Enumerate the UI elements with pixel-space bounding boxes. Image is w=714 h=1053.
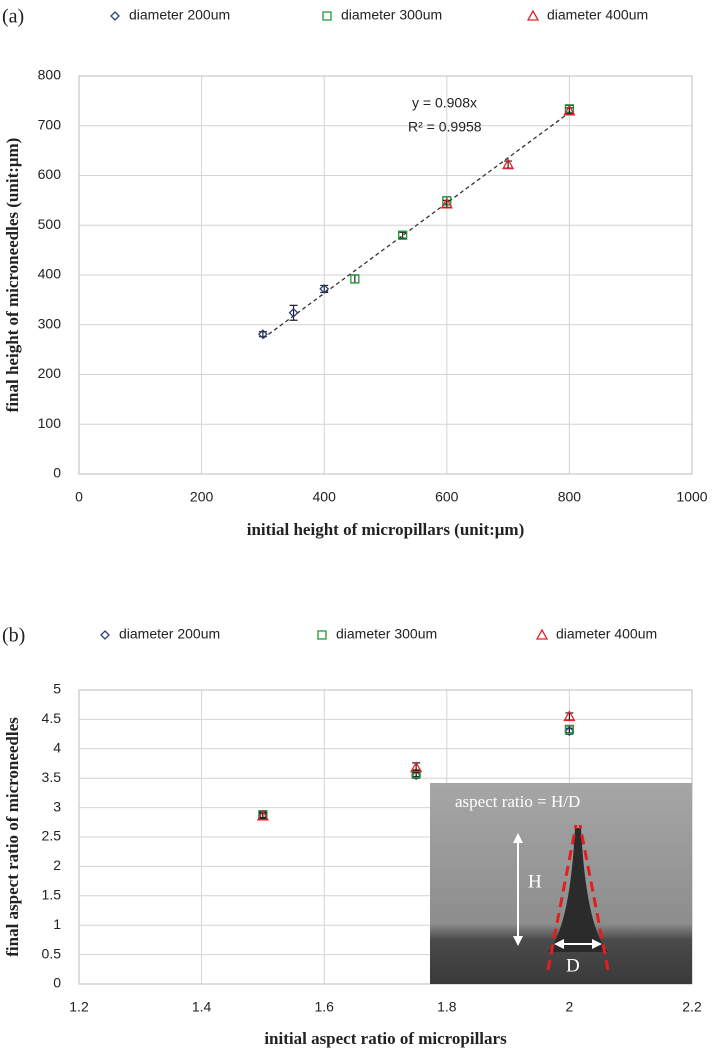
y-tick-label: 100: [38, 415, 62, 431]
y-tick-label: 400: [38, 266, 62, 282]
error-bar: [289, 304, 298, 321]
marker-diamond: [564, 726, 575, 737]
error-bar: [258, 812, 267, 820]
marker-square: [350, 274, 360, 284]
marker-square: [322, 11, 332, 21]
inset-title: aspect ratio = H/D: [455, 792, 580, 811]
inset-outline: [546, 824, 578, 971]
marker-square: [564, 724, 575, 735]
x-tick-label: 1.6: [314, 999, 334, 1015]
y-tick-label: 4.5: [42, 710, 62, 726]
trendline-equation: y = 0.908x: [412, 95, 477, 111]
marker-triangle: [563, 710, 576, 722]
x-tick-label: 1.2: [69, 999, 89, 1015]
y-tick-label: 5: [53, 681, 61, 697]
marker-square: [398, 230, 408, 240]
y-tick-label: 1.5: [42, 887, 62, 903]
marker-triangle: [535, 628, 549, 640]
panel-label: (a): [2, 6, 24, 28]
x-tick-label: 1000: [676, 489, 707, 505]
error-bar: [398, 231, 407, 239]
marker-triangle: [526, 9, 540, 21]
x-tick-label: 2.2: [682, 999, 702, 1015]
y-axis-title: final aspect ratio of microneedles: [3, 717, 22, 957]
inset-outline: [578, 824, 610, 971]
y-axis-title: final height of microneedles (unit:μm): [3, 138, 22, 413]
y-tick-label: 300: [38, 315, 62, 331]
marker-diamond: [411, 770, 422, 781]
marker-diamond: [100, 630, 110, 640]
plot-frame: [78, 75, 693, 475]
marker-triangle: [410, 761, 423, 773]
inset-height-label: H: [528, 871, 542, 892]
marker-diamond: [319, 284, 330, 294]
inset-diameter-label: D: [566, 955, 580, 976]
panel-label: (b): [2, 625, 25, 647]
error-bar: [565, 107, 574, 115]
marker-diamond: [288, 307, 299, 318]
x-tick-label: 800: [558, 489, 582, 505]
x-tick-label: 1.4: [192, 999, 212, 1015]
x-axis-title: initial aspect ratio of micropillars: [264, 1029, 507, 1048]
y-tick-label: 0: [53, 975, 61, 991]
marker-triangle: [563, 104, 576, 116]
marker-triangle: [440, 197, 453, 209]
x-tick-label: 1.8: [437, 999, 457, 1015]
error-bar: [350, 274, 359, 284]
inset-needle: [548, 828, 608, 952]
x-tick-label: 400: [313, 489, 337, 505]
trendline-r2: R² = 0.9958: [408, 119, 482, 135]
y-tick-label: 800: [38, 67, 62, 83]
legend-label: diameter 300um: [336, 626, 437, 642]
y-tick-label: 200: [38, 365, 62, 381]
legend-label: diameter 400um: [547, 7, 648, 23]
y-tick-label: 600: [38, 166, 62, 182]
y-tick-label: 1: [53, 916, 61, 932]
y-tick-label: 2: [53, 857, 61, 873]
trendline: [262, 112, 570, 340]
y-tick-label: 4: [53, 740, 61, 756]
marker-square: [317, 630, 327, 640]
marker-diamond: [257, 329, 268, 340]
x-tick-label: 2: [566, 999, 574, 1015]
x-tick-label: 600: [435, 489, 459, 505]
error-bar: [258, 331, 267, 338]
legend-label: diameter 400um: [556, 626, 657, 642]
y-tick-label: 2.5: [42, 828, 62, 844]
y-tick-label: 700: [38, 116, 62, 132]
y-tick-label: 0: [53, 465, 61, 481]
x-tick-label: 0: [75, 489, 83, 505]
marker-triangle: [501, 158, 515, 170]
legend-label: diameter 300um: [341, 7, 442, 23]
y-tick-label: 3: [53, 798, 61, 814]
marker-triangle: [256, 809, 270, 821]
x-axis-title: initial height of micropillars (unit:μm): [247, 520, 525, 539]
y-tick-label: 3.5: [42, 769, 62, 785]
marker-diamond: [110, 11, 120, 21]
legend-label: diameter 200um: [129, 7, 230, 23]
inset-photo: [430, 783, 692, 984]
y-tick-label: 500: [38, 216, 62, 232]
y-tick-label: 0.5: [42, 945, 62, 961]
legend-label: diameter 200um: [119, 626, 220, 642]
x-tick-label: 200: [190, 489, 214, 505]
